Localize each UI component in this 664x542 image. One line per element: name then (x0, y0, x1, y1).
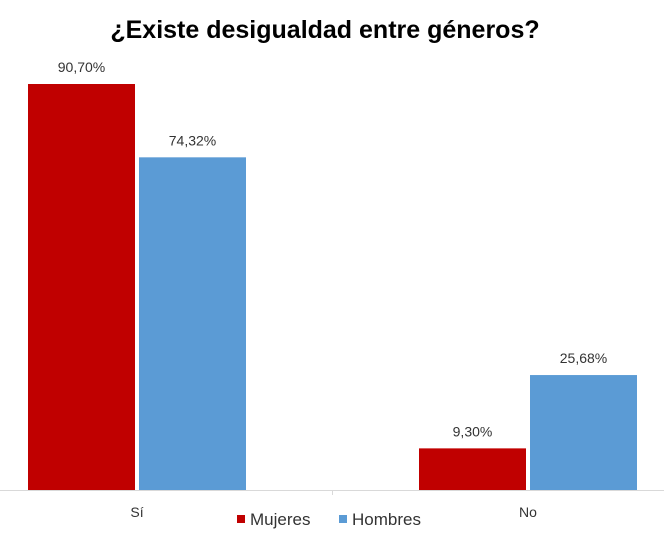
legend-swatch-hombres (339, 515, 347, 523)
data-label-hombres-si: 74,32% (169, 132, 216, 148)
legend-swatch-mujeres (237, 515, 245, 523)
bar-hombres-si (139, 157, 246, 490)
legend-label-hombres: Hombres (352, 510, 421, 529)
legend-item-mujeres: Mujeres (237, 510, 310, 529)
legend-item-hombres: Hombres (339, 510, 421, 529)
plot-area: 90,70% 74,32% 9,30% 25,68% (28, 59, 637, 490)
x-axis: Sí No (0, 490, 664, 520)
x-tick-label-no: No (519, 504, 537, 520)
legend-label-mujeres: Mujeres (250, 510, 310, 529)
bar-mujeres-si (28, 84, 135, 490)
x-tick-label-si: Sí (130, 504, 143, 520)
data-label-mujeres-no: 9,30% (453, 423, 493, 439)
bar-hombres-no (530, 375, 637, 490)
legend: Mujeres Hombres (237, 510, 421, 529)
chart-title: ¿Existe desigualdad entre géneros? (110, 16, 539, 44)
data-label-mujeres-si: 90,70% (58, 59, 105, 75)
data-label-hombres-no: 25,68% (560, 350, 607, 366)
bar-mujeres-no (419, 448, 526, 490)
